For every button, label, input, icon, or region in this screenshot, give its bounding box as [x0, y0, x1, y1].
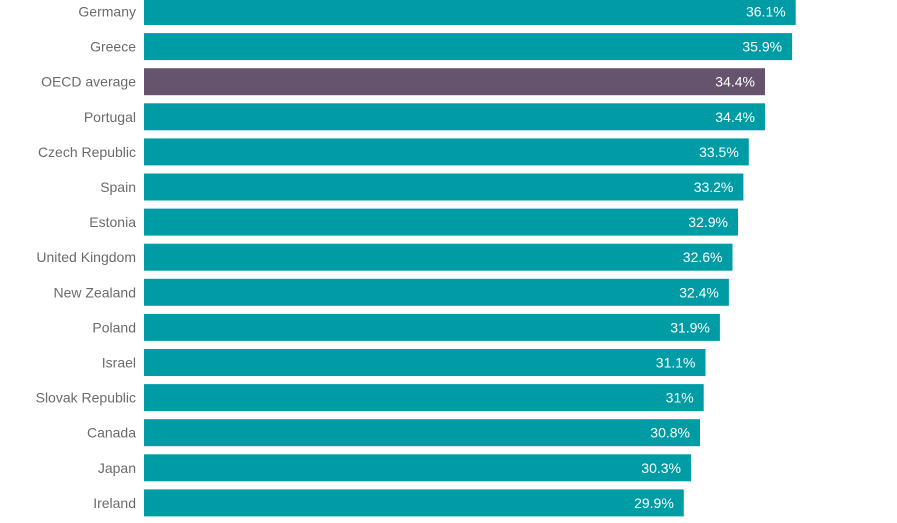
bar-estonia	[144, 208, 738, 236]
category-label-israel: Israel	[102, 355, 136, 371]
bar-czech-republic	[144, 138, 749, 166]
value-label-canada: 30.8%	[650, 425, 690, 441]
bar-spain	[144, 173, 744, 201]
bar-greece	[144, 33, 793, 61]
value-label-slovak-republic: 31%	[666, 390, 694, 406]
bar-united-kingdom	[144, 243, 733, 271]
bar-israel	[144, 349, 706, 376]
value-label-germany: 36.1%	[746, 4, 786, 20]
category-label-czech-republic: Czech Republic	[38, 144, 136, 160]
bars-layer	[144, 0, 796, 517]
value-label-estonia: 32.9%	[688, 214, 728, 230]
category-label-greece: Greece	[90, 39, 136, 55]
value-label-japan: 30.3%	[641, 460, 681, 476]
bar-oecd-average	[144, 68, 765, 96]
bar-poland	[144, 313, 720, 341]
value-label-new-zealand: 32.4%	[679, 284, 719, 300]
bar-japan	[144, 454, 691, 482]
bar-new-zealand	[144, 278, 729, 306]
value-label-united-kingdom: 32.6%	[683, 249, 723, 265]
category-label-spain: Spain	[100, 179, 136, 195]
category-label-japan: Japan	[98, 460, 136, 476]
category-label-oecd-average: OECD average	[41, 74, 136, 90]
category-label-germany: Germany	[78, 4, 136, 20]
category-label-united-kingdom: United Kingdom	[36, 249, 136, 265]
category-label-slovak-republic: Slovak Republic	[36, 390, 136, 406]
value-label-greece: 35.9%	[742, 39, 782, 55]
bar-portugal	[144, 103, 765, 131]
category-label-portugal: Portugal	[84, 109, 136, 125]
category-label-canada: Canada	[87, 425, 136, 441]
value-label-israel: 31.1%	[656, 355, 696, 371]
value-label-poland: 31.9%	[670, 319, 710, 335]
bar-germany	[144, 0, 796, 25]
value-label-ireland: 29.9%	[634, 495, 674, 511]
value-label-oecd-average: 34.4%	[715, 74, 755, 90]
category-labels: Germany Greece OECD average Portugal Czech R…	[36, 4, 137, 511]
value-label-czech-republic: 33.5%	[699, 144, 739, 160]
value-label-spain: 33.2%	[694, 179, 734, 195]
category-label-estonia: Estonia	[89, 214, 136, 230]
bar-ireland	[144, 489, 684, 517]
bar-canada	[144, 419, 700, 447]
bar-slovak-republic	[144, 384, 704, 412]
value-label-portugal: 34.4%	[715, 109, 755, 125]
category-label-ireland: Ireland	[93, 495, 136, 511]
value-labels: 36.1% 35.9% 34.4% 34.4% 33.5% 33.2% 32.9% 32.6%…	[634, 4, 786, 511]
category-label-poland: Poland	[92, 319, 136, 335]
category-label-new-zealand: New Zealand	[54, 284, 137, 300]
